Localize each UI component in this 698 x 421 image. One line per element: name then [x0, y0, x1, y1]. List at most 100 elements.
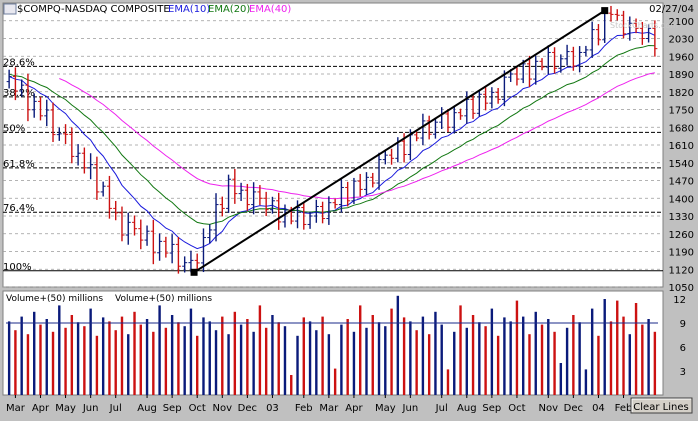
volume-bar — [396, 295, 400, 395]
volume-bar — [114, 330, 117, 395]
volume-bar — [283, 326, 287, 395]
price-bar — [458, 108, 464, 120]
volume-bar — [553, 331, 556, 395]
volume-bar — [572, 315, 575, 395]
volume-bar — [628, 334, 631, 395]
clear-lines-button[interactable]: Clear Lines — [630, 397, 693, 414]
price-tick-label: 1680 — [669, 123, 694, 134]
trendline[interactable] — [193, 9, 606, 274]
volume-bar — [446, 369, 450, 395]
x-tick-label: 03 — [266, 403, 279, 414]
price-tick-label: 1890 — [669, 70, 694, 81]
price-bar — [583, 45, 589, 57]
price-bar — [545, 45, 551, 75]
clear-lines-label: Clear Lines — [633, 402, 688, 413]
price-bar — [19, 79, 25, 97]
volume-bar — [578, 322, 581, 395]
price-bar — [125, 212, 131, 245]
ema10-legend: EMA(10) — [168, 4, 210, 15]
price-bar — [432, 117, 438, 139]
volume-bar — [522, 316, 525, 395]
volume-bar — [490, 308, 494, 395]
volume-bar — [409, 321, 412, 395]
price-bar — [157, 233, 163, 261]
volume-bar — [183, 326, 186, 395]
price-bar — [376, 152, 382, 190]
volume-tick-label: 6 — [680, 343, 686, 354]
x-tick-label: Apr — [32, 403, 50, 414]
volume-bar — [164, 327, 168, 395]
price-tick-label: 1960 — [669, 52, 694, 63]
volume-bar — [101, 317, 105, 395]
x-tick-label: Sep — [163, 403, 182, 414]
volume-bar — [152, 331, 155, 395]
price-bar — [614, 9, 620, 21]
x-tick-label: Nov — [539, 403, 559, 414]
ema20-legend: EMA(20) — [208, 4, 250, 15]
trendline-handle-end[interactable] — [601, 7, 609, 15]
price-bar — [495, 87, 501, 104]
volume-bar — [158, 305, 161, 395]
price-bar — [88, 153, 94, 180]
volume-bar — [471, 315, 475, 395]
price-bar — [106, 175, 112, 219]
price-bar — [200, 228, 206, 273]
price-bar — [150, 219, 156, 265]
trendline-handle-start[interactable] — [190, 268, 198, 276]
volume-bar — [465, 327, 468, 395]
price-bar — [564, 44, 570, 66]
volume-bar — [83, 326, 86, 395]
price-bar — [514, 67, 520, 86]
volume-bar — [308, 321, 312, 395]
volume-bar — [45, 319, 48, 395]
x-tick-label: Jun — [82, 403, 99, 414]
price-bar — [44, 99, 50, 127]
fibonacci-levels: 28.6% 38.2% 50% 61.8% 76.4% 100% — [3, 57, 663, 273]
volume-bar — [540, 324, 544, 395]
x-tick-label: Mar — [6, 403, 26, 414]
volume-bar — [402, 317, 406, 395]
volume-bar — [95, 335, 99, 395]
volume-bar — [653, 331, 657, 395]
price-bar — [169, 234, 175, 264]
price-bar — [414, 131, 420, 142]
price-bar — [144, 225, 150, 246]
price-bar — [426, 115, 432, 140]
volume-bar — [565, 327, 569, 395]
volume-bar — [70, 315, 74, 395]
volume-bar — [340, 324, 343, 395]
price-bars — [6, 5, 658, 274]
volume-bar — [33, 311, 36, 395]
price-bar — [608, 5, 614, 22]
price-bar — [163, 236, 169, 258]
volume-bar — [528, 334, 531, 395]
volume-bar — [352, 331, 356, 395]
volume-panel — [2, 290, 664, 396]
price-bar — [269, 196, 275, 214]
volume-bar — [133, 311, 136, 395]
price-bar — [263, 191, 269, 217]
x-tick-label: Aug — [137, 403, 157, 414]
volume-bar — [371, 315, 374, 395]
volume-bar — [321, 316, 324, 395]
volume-bar — [302, 317, 305, 395]
price-bar — [6, 69, 12, 89]
price-bar — [621, 10, 627, 39]
volume-bar — [145, 319, 149, 395]
price-bar — [301, 202, 307, 230]
x-tick-label: Sep — [482, 403, 501, 414]
x-tick-label: May — [375, 403, 396, 414]
volume-tick-label: 9 — [680, 319, 686, 330]
price-bar — [213, 193, 219, 242]
volume-bar — [290, 375, 293, 395]
x-tick-label: Feb — [295, 403, 313, 414]
price-bar — [326, 196, 332, 225]
volume-bar — [327, 334, 331, 395]
price-tick-label: 2030 — [669, 35, 694, 46]
volume-bar — [547, 319, 550, 395]
price-bar — [363, 172, 369, 195]
price-bar — [558, 54, 564, 73]
volume-bar — [377, 322, 381, 395]
price-bar — [476, 91, 482, 117]
